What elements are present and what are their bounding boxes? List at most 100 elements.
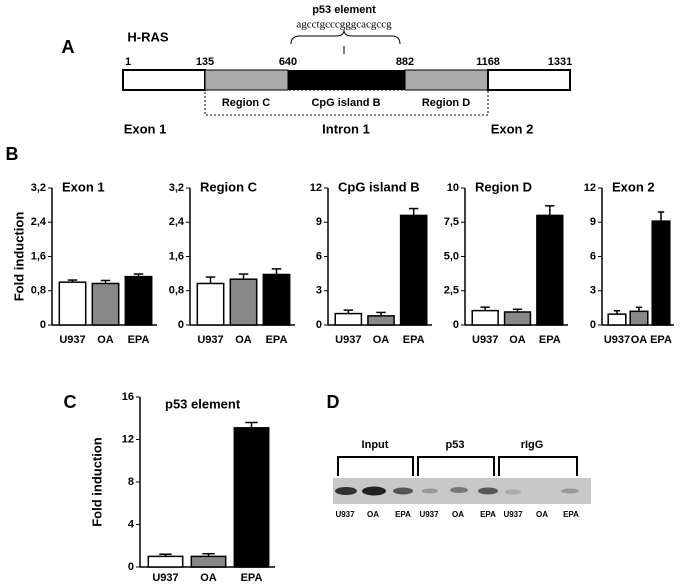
lane-label: EPA [563, 510, 579, 519]
group-label: p53 [446, 439, 465, 451]
bar [607, 313, 627, 326]
bracket [337, 456, 578, 476]
bar [399, 214, 428, 326]
y-tick-label: 0 [590, 319, 596, 331]
bar [503, 311, 532, 326]
y-tick-label: 12 [310, 182, 322, 194]
bar [262, 273, 291, 326]
y-tick-label: 4 [128, 518, 135, 530]
x-tick-label: U937 [472, 334, 498, 346]
y-tick-label: 1,6 [31, 250, 46, 262]
lane-label: EPA [395, 510, 411, 519]
y-tick-label: 8 [128, 476, 134, 488]
bar [91, 282, 120, 326]
y-tick-label: 2,4 [169, 216, 185, 228]
x-tick-label: EPA [403, 334, 425, 346]
x-tick-label: OA [373, 334, 390, 346]
gene-name: H-RAS [127, 29, 168, 44]
y-tick-label: 12 [122, 433, 134, 445]
panel-letter: C [64, 392, 77, 412]
y-tick-label: 0,8 [31, 285, 46, 297]
bar [651, 220, 671, 326]
bar [471, 309, 499, 326]
chart-title: CpG island B [338, 179, 420, 194]
y-tick-label: 2,4 [31, 216, 47, 228]
y-tick-label: 0 [178, 319, 184, 331]
y-tick-label: 3 [316, 285, 322, 297]
x-tick-label: U937 [335, 334, 361, 346]
position: 1 [125, 56, 131, 68]
motif-label: p53 element [312, 4, 376, 16]
x-tick-label: EPA [266, 334, 288, 346]
motif-sequence: agcctgcccgggcacgccg [296, 19, 392, 31]
position: 1168 [476, 56, 500, 68]
part-label: Exon 1 [124, 121, 167, 136]
bar [629, 310, 649, 326]
y-tick-label: 1,6 [169, 250, 184, 262]
group-label: rIgG [521, 439, 544, 451]
x-tick-label: EPA [128, 334, 150, 346]
position: 135 [196, 56, 214, 68]
y-tick-label: 0 [40, 319, 46, 331]
x-tick-label: U937 [59, 334, 85, 346]
chart-title: Region C [200, 179, 258, 194]
part-label: Exon 2 [491, 121, 534, 136]
x-tick-label: EPA [241, 572, 263, 584]
y-tick-label: 6 [316, 250, 322, 262]
chart-title: Exon 1 [62, 179, 105, 194]
group-label: Input [362, 439, 389, 451]
panel-letter: A [62, 37, 75, 57]
bar [233, 427, 270, 568]
y-tick-label: 3 [590, 285, 596, 297]
x-tick-label: EPA [539, 334, 561, 346]
y-tick-label: 12 [584, 182, 596, 194]
exon-box [487, 69, 571, 91]
x-tick-label: OA [509, 334, 526, 346]
x-tick-label: U937 [152, 572, 178, 584]
panel-letter: B [6, 144, 19, 164]
position: 640 [279, 56, 297, 68]
x-tick-label: OA [235, 334, 252, 346]
x-tick-label: EPA [650, 334, 672, 346]
gel-bands [335, 486, 579, 496]
y-tick-label: 0 [453, 319, 459, 331]
lane-label: U937 [335, 510, 355, 519]
x-tick-label: OA [200, 572, 217, 584]
bar [58, 281, 87, 326]
bar [196, 282, 225, 326]
y-tick-label: 9 [316, 216, 322, 228]
y-axis-label: Fold induction [89, 437, 104, 527]
panel-letter: D [327, 392, 340, 412]
y-tick-label: 0 [128, 561, 134, 573]
lane-label: OA [536, 510, 548, 519]
y-axis-label: Fold induction [11, 212, 26, 302]
chart-title: p53 element [165, 396, 241, 411]
chart-title: Exon 2 [612, 179, 655, 194]
lane-label: U937 [503, 510, 523, 519]
bar [124, 275, 153, 326]
exon-box [122, 69, 206, 91]
region-label: CpG island B [311, 97, 380, 109]
x-tick-label: U937 [197, 334, 223, 346]
y-tick-label: 5,0 [444, 250, 459, 262]
region-label: Region D [422, 97, 470, 109]
region-label: Region C [222, 97, 270, 109]
region-box [204, 69, 289, 91]
bar [536, 214, 564, 326]
y-tick-label: 0,8 [169, 285, 184, 297]
y-tick-label: 3,2 [169, 182, 184, 194]
y-tick-label: 10 [447, 182, 459, 194]
cpg-box [288, 70, 405, 90]
bar [367, 315, 395, 326]
bar [190, 555, 227, 568]
x-tick-label: U937 [604, 334, 630, 346]
lane-label: U937 [419, 510, 439, 519]
position: 882 [396, 56, 414, 68]
lane-label: OA [367, 510, 379, 519]
y-tick-label: 2,5 [444, 285, 459, 297]
part-label: Intron 1 [322, 121, 370, 136]
brace [290, 29, 401, 45]
x-tick-label: OA [97, 334, 114, 346]
x-tick-label: OA [631, 334, 648, 346]
